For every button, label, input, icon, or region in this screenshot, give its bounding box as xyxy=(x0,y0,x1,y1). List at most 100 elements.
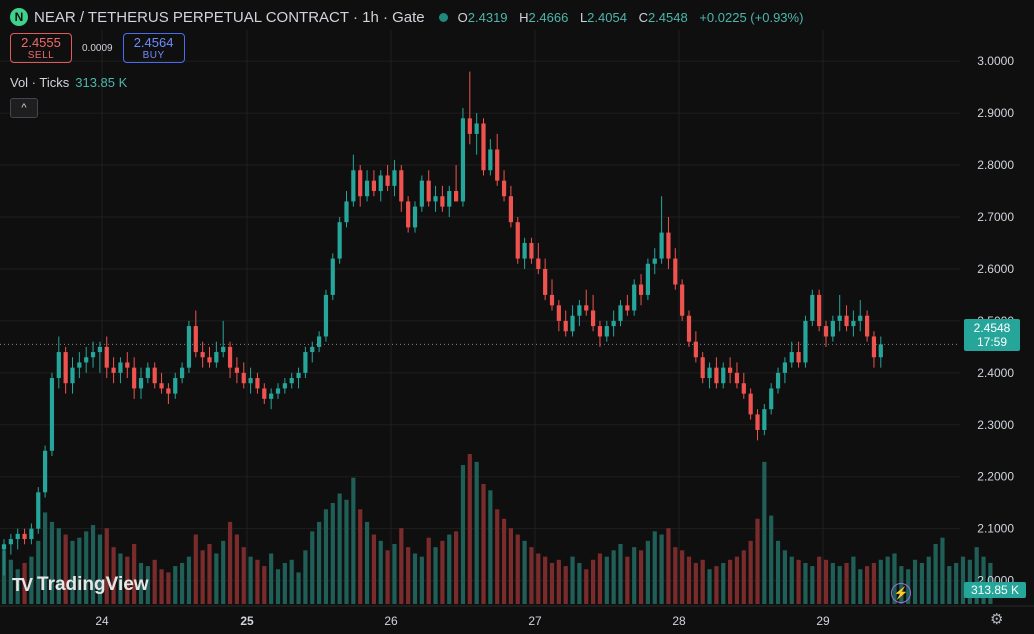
volume-bar xyxy=(36,540,41,604)
candle-body xyxy=(851,320,856,327)
candle-body xyxy=(529,242,534,259)
tradingview-logo[interactable]: TV TradingView xyxy=(12,574,149,596)
high-label: H xyxy=(519,9,529,25)
candle-body xyxy=(22,533,27,540)
volume-bar xyxy=(344,499,349,604)
candle-body xyxy=(611,320,616,327)
volume-bar xyxy=(269,553,274,604)
candle-body xyxy=(180,367,185,379)
volume-bar xyxy=(282,562,287,604)
price-tick-label: 2.2000 xyxy=(977,470,1014,484)
symbol-title[interactable]: NEAR / TETHERUS PERPETUAL CONTRACT · 1h … xyxy=(34,8,425,26)
volume-bar xyxy=(865,566,870,604)
candle-body xyxy=(632,284,637,311)
candle-body xyxy=(549,294,555,306)
candle-body xyxy=(447,191,452,207)
gear-icon[interactable]: ⚙ xyxy=(990,611,1004,628)
volume-bar xyxy=(981,556,986,604)
candle-body xyxy=(878,344,883,358)
volume-bar xyxy=(15,569,20,604)
volume-bar xyxy=(871,562,877,604)
volume-bar xyxy=(515,534,520,604)
volume-bar xyxy=(193,534,198,604)
volume-bar xyxy=(645,540,650,604)
volume-bar xyxy=(186,556,192,604)
volume-bar xyxy=(460,465,466,604)
candle-body xyxy=(97,346,102,353)
candle-body xyxy=(433,196,438,202)
volume-bar xyxy=(769,515,774,604)
collapse-legend-button[interactable]: ^ xyxy=(10,98,38,118)
candle-body xyxy=(289,378,294,384)
sell-button[interactable]: 2.4555 SELL xyxy=(10,33,72,63)
volume-bar xyxy=(686,556,692,604)
volume-bar xyxy=(474,461,479,604)
candle-body xyxy=(337,222,342,259)
volume-bar xyxy=(125,556,130,604)
volume-bar xyxy=(364,521,370,604)
candle-body xyxy=(262,388,267,399)
volume-bar xyxy=(454,531,459,604)
volume-bar xyxy=(104,528,109,604)
candle-body xyxy=(577,305,582,316)
candle-body xyxy=(269,393,274,399)
open-value: 2.4319 xyxy=(467,9,508,25)
volume-bar xyxy=(70,540,75,604)
volume-bar xyxy=(317,521,322,604)
buy-price: 2.4564 xyxy=(133,35,174,50)
volume-bar xyxy=(556,559,561,604)
candle-body xyxy=(467,118,472,134)
volume-bar xyxy=(63,534,68,604)
candle-body xyxy=(227,346,233,368)
lightning-icon[interactable]: ⚡ xyxy=(891,583,911,603)
volume-bar xyxy=(543,556,548,604)
volume-bar xyxy=(960,556,966,604)
candle-body xyxy=(323,294,329,337)
volume-bar xyxy=(817,556,822,604)
volume-bar xyxy=(926,556,931,604)
buy-button[interactable]: 2.4564 BUY xyxy=(122,33,185,63)
volume-bar xyxy=(118,553,123,604)
volume-legend[interactable]: Vol · Ticks 313.85 K xyxy=(10,75,127,90)
candle-body xyxy=(570,315,575,332)
candle-body xyxy=(830,320,835,337)
volume-bar xyxy=(707,569,712,604)
chart-grid xyxy=(0,30,960,604)
volume-bar xyxy=(892,553,897,604)
time-tick-label: 24 xyxy=(95,614,109,628)
change-value: +0.0225 (+0.93%) xyxy=(699,9,804,25)
time-tick-label: 29 xyxy=(816,614,830,628)
volume-bar xyxy=(248,556,253,604)
candle-body xyxy=(166,388,171,394)
volume-bar xyxy=(419,556,424,604)
candle-body xyxy=(700,357,705,379)
candle-body xyxy=(186,326,192,368)
time-axis[interactable]: 24 25 26 27 28 29 xyxy=(0,605,1034,628)
candle-body xyxy=(659,232,664,259)
volume-bar xyxy=(262,566,267,604)
candle-body xyxy=(392,170,397,186)
volume-bar xyxy=(138,562,144,604)
candle-body xyxy=(796,352,801,363)
candle-body xyxy=(406,201,411,228)
candle-body xyxy=(426,180,431,202)
candle-body xyxy=(84,357,89,363)
candle-body xyxy=(858,315,863,321)
volume-bar xyxy=(433,547,438,604)
volume-bar xyxy=(830,562,835,604)
volume-bar xyxy=(180,562,185,604)
candle-body xyxy=(43,450,48,493)
candle-body xyxy=(638,284,644,295)
candle-body xyxy=(310,346,315,353)
volume-bar xyxy=(200,550,205,604)
volume-bar xyxy=(885,556,890,604)
candle-body xyxy=(248,378,253,384)
volume-bar xyxy=(426,537,431,604)
candle-body xyxy=(275,388,281,394)
volume-bar xyxy=(659,534,664,604)
candle-body xyxy=(591,310,596,327)
candle-body xyxy=(330,258,335,295)
time-tick-label: 27 xyxy=(528,614,542,628)
candle-body xyxy=(419,180,424,207)
